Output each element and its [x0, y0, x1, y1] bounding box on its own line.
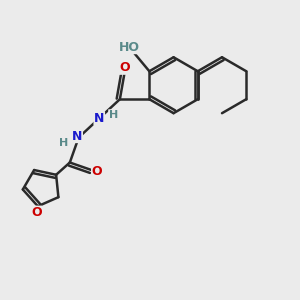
Text: O: O	[119, 61, 130, 74]
Text: H: H	[59, 138, 68, 148]
Text: N: N	[94, 112, 104, 125]
Text: O: O	[92, 165, 102, 178]
Text: O: O	[31, 206, 42, 219]
Text: H: H	[109, 110, 118, 120]
Text: HO: HO	[119, 40, 140, 54]
Text: N: N	[72, 130, 83, 142]
